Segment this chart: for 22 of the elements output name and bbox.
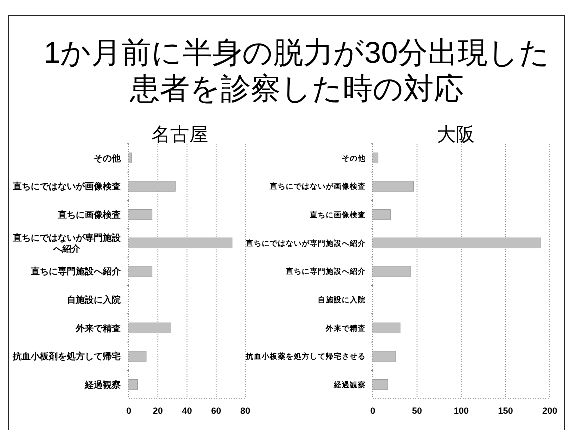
subtitle: 大阪 bbox=[437, 125, 475, 146]
x-tick-label: 60 bbox=[211, 406, 222, 416]
category-label: 自施設に入院 bbox=[67, 295, 121, 305]
category-label: 直ちにではないが画像検査 bbox=[13, 182, 121, 192]
x-tick-label: 0 bbox=[126, 406, 132, 416]
category-label: 外来で精査 bbox=[76, 323, 121, 334]
x-tick-label: 20 bbox=[153, 406, 164, 416]
title: 1か月前に半身の脱力が30分出現した患者を診察した時の対応 bbox=[44, 37, 550, 106]
category-label: 抗血小板剤を処方して帰宅 bbox=[13, 352, 121, 362]
category-label: 直ちに画像検査 bbox=[58, 210, 121, 220]
category-label: 経過観察 bbox=[85, 380, 121, 390]
category-label: 直ちに専門施設へ紹介 bbox=[31, 266, 121, 277]
x-tick-label: 150 bbox=[498, 406, 514, 416]
category-label: 直ちにではないが専門施設へ紹介 bbox=[13, 232, 121, 254]
x-tick-label: 100 bbox=[454, 406, 470, 416]
x-tick-label: 40 bbox=[182, 406, 192, 416]
x-tick-label: 0 bbox=[370, 406, 376, 416]
x-tick-label: 50 bbox=[412, 406, 422, 416]
category-label: その他 bbox=[94, 153, 121, 164]
x-tick-label: 200 bbox=[542, 406, 558, 416]
x-tick-label: 80 bbox=[240, 406, 250, 416]
subtitle: 名古屋 bbox=[152, 125, 208, 146]
